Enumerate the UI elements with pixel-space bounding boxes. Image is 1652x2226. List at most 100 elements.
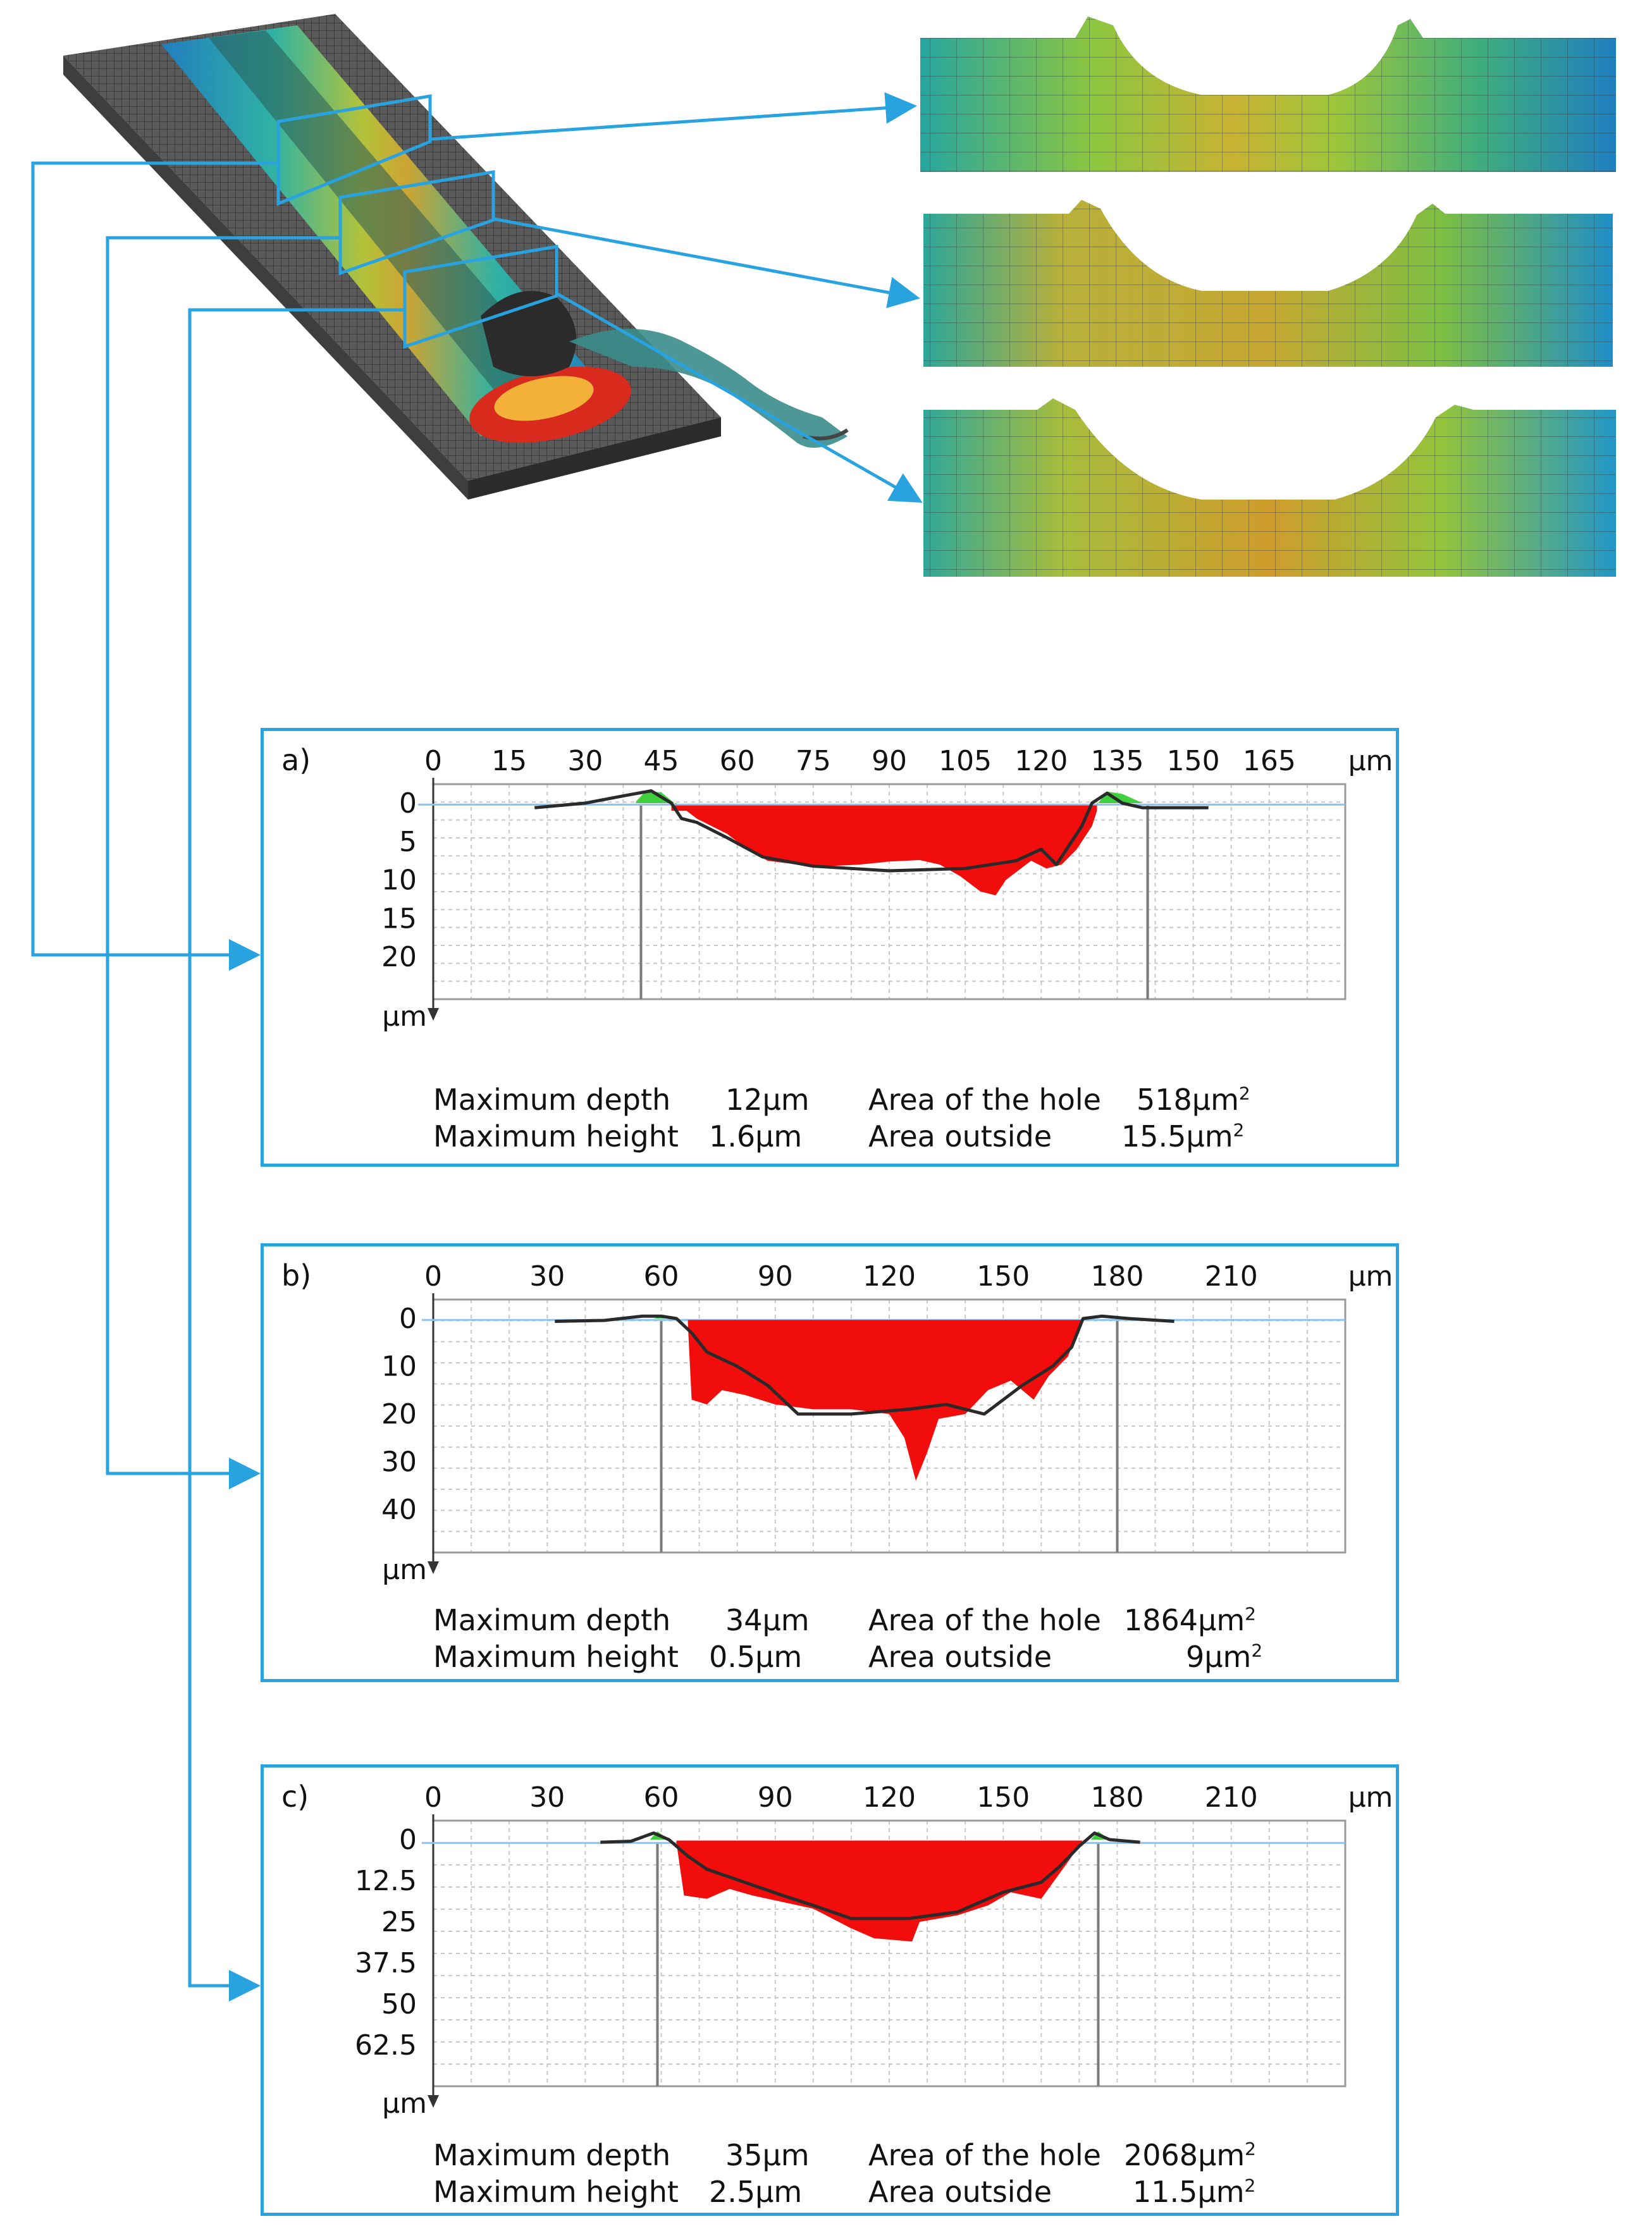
hole-area xyxy=(671,805,1097,895)
x-tick-label: 30 xyxy=(567,745,603,777)
x-tick-label: 120 xyxy=(1014,745,1068,777)
area-outside-value: 9µm2 xyxy=(1186,1640,1263,1674)
max-depth-value: 34µm xyxy=(725,1603,810,1637)
specimen-3d-model xyxy=(63,14,849,500)
y-tick-label: 0 xyxy=(399,787,417,820)
x-unit-label: µm xyxy=(1348,1781,1393,1814)
region-box-a xyxy=(276,94,432,206)
area-outside-value: 11.5µm2 xyxy=(1133,2175,1256,2209)
area-outside-label: Area outside xyxy=(868,1119,1052,1153)
x-tick-label: 105 xyxy=(939,745,992,777)
x-tick-label: 30 xyxy=(529,1781,565,1814)
area-hole-label: Area of the hole xyxy=(868,1603,1101,1637)
y-tick-label: 10 xyxy=(381,864,417,897)
profile-chart-b: b) 0 30 60 90 120 150 180 210 µm 0 10 20 30 40 µm xyxy=(281,1258,1393,1586)
x-tick-label: 90 xyxy=(758,1781,793,1814)
x-tick-label: 0 xyxy=(424,1781,442,1814)
x-tick-label: 210 xyxy=(1205,1260,1258,1293)
hole-area xyxy=(687,1319,1083,1481)
area-outside-label: Area outside xyxy=(868,2175,1052,2209)
y-tick-label: 50 xyxy=(381,1988,417,2020)
y-tick-label: 12.5 xyxy=(355,1865,417,1897)
panel-tag: a) xyxy=(281,743,311,777)
hole-area xyxy=(676,1840,1083,1942)
x-tick-label: 210 xyxy=(1205,1781,1258,1814)
y-tick-label: 30 xyxy=(381,1446,417,1479)
x-tick-label: 45 xyxy=(644,745,679,777)
y-tick-label: 0 xyxy=(399,1303,417,1335)
x-unit-label: µm xyxy=(1348,745,1393,777)
fem-section-1 xyxy=(920,16,1616,172)
x-tick-label: 150 xyxy=(1167,745,1220,777)
area-outside-label: Area outside xyxy=(868,1640,1052,1674)
x-tick-label: 30 xyxy=(529,1260,565,1293)
fem-section-2 xyxy=(923,200,1613,367)
measured-profile xyxy=(534,789,1209,873)
x-tick-label: 60 xyxy=(644,1781,679,1814)
x-tick-label: 165 xyxy=(1243,745,1296,777)
y-unit-label: µm xyxy=(382,2088,427,2120)
area-outside-value: 15.5µm2 xyxy=(1121,1119,1245,1153)
y-axis-arrow xyxy=(428,2095,439,2108)
x-tick-label: 180 xyxy=(1091,1781,1144,1814)
y-tick-label: 40 xyxy=(381,1494,417,1526)
y-unit-label: µm xyxy=(382,1554,427,1586)
x-unit-label: µm xyxy=(1348,1260,1393,1293)
max-depth-label: Maximum depth xyxy=(433,1083,671,1117)
y-tick-label: 37.5 xyxy=(355,1947,417,1979)
panel-c: c) 0 30 60 90 120 150 180 210 µm 0 12.5 25 37.5 50 62.5… xyxy=(261,1764,1399,2216)
region-box-c xyxy=(403,245,558,349)
panel-tag: b) xyxy=(281,1258,311,1293)
area-hole-value: 1864µm2 xyxy=(1124,1603,1256,1637)
max-depth-label: Maximum depth xyxy=(433,2138,671,2172)
y-tick-label: 5 xyxy=(399,826,417,858)
profile-chart-a: a) 0 15 30 45 60 75 90 105 120 135 150 165 µm 0 5 10 15 20… xyxy=(281,743,1393,1033)
max-height-value: 2.5µm xyxy=(709,2175,803,2209)
y-tick-label: 15 xyxy=(381,902,417,935)
x-tick-label: 60 xyxy=(644,1260,679,1293)
x-tick-label: 150 xyxy=(977,1260,1030,1293)
max-depth-label: Maximum depth xyxy=(433,1603,671,1637)
area-hole-value: 518µm2 xyxy=(1137,1083,1250,1117)
x-tick-label: 150 xyxy=(977,1781,1030,1814)
area-hole-value: 2068µm2 xyxy=(1124,2138,1256,2172)
x-tick-label: 15 xyxy=(491,745,527,777)
x-tick-label: 75 xyxy=(796,745,831,777)
measured-profile xyxy=(600,1831,1140,1921)
y-tick-label: 20 xyxy=(381,1398,417,1430)
profile-chart-c: c) 0 30 60 90 120 150 180 210 µm 0 12.5 25 37.5 50 62.5… xyxy=(281,1780,1393,2120)
x-tick-label: 90 xyxy=(872,745,907,777)
x-tick-label: 90 xyxy=(758,1260,793,1293)
area-hole-label: Area of the hole xyxy=(868,1083,1101,1117)
max-height-label: Maximum height xyxy=(433,1119,679,1153)
x-tick-label: 0 xyxy=(424,745,442,777)
y-axis-arrow xyxy=(428,1561,439,1574)
x-tick-label: 120 xyxy=(863,1260,916,1293)
area-hole-label: Area of the hole xyxy=(868,2138,1101,2172)
panel-a: a) 0 15 30 45 60 75 90 105 120 135 150 165 µm 0 5 10 15 20… xyxy=(261,728,1399,1167)
panel-b: b) 0 30 60 90 120 150 180 210 µm 0 10 20 30 40 µm Maxim… xyxy=(261,1243,1399,1682)
y-tick-label: 20 xyxy=(381,941,417,973)
max-height-value: 1.6µm xyxy=(709,1119,803,1153)
y-unit-label: µm xyxy=(382,1000,427,1033)
region-box-b xyxy=(338,170,495,276)
max-height-label: Maximum height xyxy=(433,2175,679,2209)
measured-profile xyxy=(555,1314,1174,1416)
max-depth-value: 12µm xyxy=(725,1083,810,1117)
x-tick-label: 60 xyxy=(720,745,755,777)
y-tick-label: 10 xyxy=(381,1351,417,1383)
max-depth-value: 35µm xyxy=(725,2138,810,2172)
panel-tag: c) xyxy=(281,1780,309,1814)
y-tick-label: 62.5 xyxy=(355,2029,417,2062)
fem-section-3 xyxy=(923,398,1616,577)
max-height-label: Maximum height xyxy=(433,1640,679,1674)
y-tick-label: 0 xyxy=(399,1824,417,1856)
y-axis-arrow xyxy=(428,1008,439,1021)
y-tick-label: 25 xyxy=(381,1906,417,1938)
x-tick-label: 135 xyxy=(1091,745,1144,777)
x-tick-label: 120 xyxy=(863,1781,916,1814)
max-height-value: 0.5µm xyxy=(709,1640,803,1674)
x-tick-label: 180 xyxy=(1091,1260,1144,1293)
x-tick-label: 0 xyxy=(424,1260,442,1293)
